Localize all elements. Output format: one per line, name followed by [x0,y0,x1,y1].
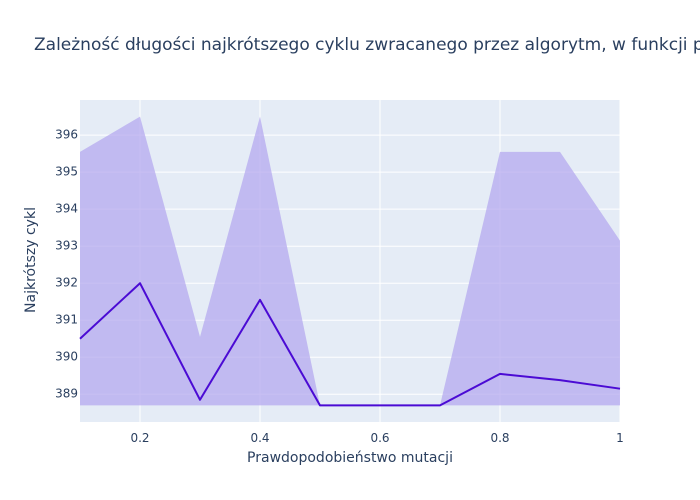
x-tick-label: 0.6 [370,431,389,445]
y-tick-label: 390 [55,350,78,364]
x-tick-label: 0.8 [490,431,509,445]
x-tick-label: 0.4 [250,431,269,445]
chart-title: Zależność długości najkrótszego cyklu zw… [34,35,700,55]
y-tick-label: 391 [55,313,78,327]
y-tick-label: 395 [55,165,78,179]
x-tick-label: 0.2 [130,431,149,445]
x-tick-labels: 0.2 0.4 0.6 0.8 1 [130,431,623,445]
confidence-band-layer [80,116,620,406]
mean-line [79,282,621,407]
confidence-band [80,116,620,406]
y-tick-labels: 389 390 391 392 393 394 395 396 [55,128,78,401]
y-tick-label: 396 [55,128,78,142]
y-axis-title: Najkrótszy cykl [23,207,39,313]
y-tick-label: 389 [55,387,78,401]
y-tick-label: 394 [55,202,78,216]
x-axis-title: Prawdopodobieństwo mutacji [247,450,453,466]
x-tick-label: 1 [616,431,624,445]
y-tick-label: 393 [55,239,78,253]
y-tick-label: 392 [55,276,78,290]
mean-line-layer [79,282,621,407]
